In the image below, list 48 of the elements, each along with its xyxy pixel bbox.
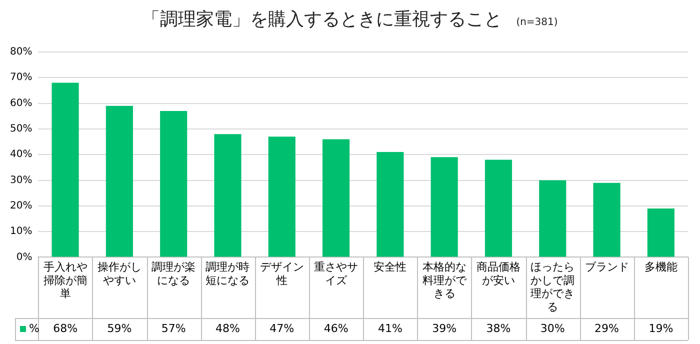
- x-tick-label: 商品価格が安い: [476, 260, 520, 287]
- bar: [539, 180, 566, 257]
- y-tick-label: 50%: [10, 124, 32, 135]
- y-tick-label: 60%: [10, 98, 32, 109]
- bar: [322, 139, 350, 257]
- bar: [376, 152, 404, 257]
- y-tick-label: 70%: [10, 72, 32, 84]
- y-tick-label: 10%: [10, 226, 32, 238]
- x-tick-label: 安全性: [374, 260, 407, 274]
- data-label: 59%: [107, 322, 132, 335]
- data-label: 39%: [432, 322, 457, 335]
- y-tick-label: 30%: [10, 174, 32, 186]
- data-label: 30%: [540, 322, 565, 335]
- y-tick-label: 0%: [16, 252, 32, 263]
- bar: [593, 182, 620, 257]
- x-tick-label: 調理が時短になる: [206, 260, 250, 287]
- data-label: 46%: [324, 322, 348, 335]
- y-tick-label: 80%: [10, 46, 32, 58]
- x-tick-label: デザイン性: [260, 260, 304, 287]
- x-tick-label: 手入れや掃除が簡単: [43, 260, 88, 300]
- x-tick-label: 調理が楽になる: [152, 260, 196, 287]
- bar: [484, 160, 512, 257]
- data-label: 68%: [53, 322, 78, 335]
- data-label: 47%: [270, 322, 294, 335]
- data-label: 38%: [486, 322, 511, 335]
- x-tick-label: 多機能: [644, 260, 678, 274]
- bar: [52, 82, 79, 257]
- chart-title: 「調理家電」を購入するときに重視すること: [142, 9, 502, 30]
- bar: [214, 134, 242, 257]
- data-label: 29%: [594, 322, 620, 335]
- data-label: 57%: [161, 322, 186, 335]
- bar: [160, 110, 188, 257]
- x-tick-label: ブランド: [584, 260, 629, 274]
- y-tick-label: 20%: [10, 200, 32, 212]
- bar: [106, 106, 133, 257]
- bar: [268, 136, 296, 257]
- bar: [430, 157, 458, 257]
- chart-subtitle: (n=381): [516, 17, 558, 28]
- y-tick-label: 40%: [10, 149, 32, 160]
- x-tick-label: 重さやサイズ: [314, 260, 358, 287]
- x-tick-label: 操作がしやすい: [97, 260, 142, 287]
- x-tick-label: ほったらかしで調理ができる: [530, 260, 575, 314]
- data-label: 19%: [648, 322, 674, 335]
- legend-label: %: [29, 322, 40, 335]
- data-label: 41%: [378, 322, 402, 335]
- x-tick-label: 本格的な料理ができる: [422, 260, 468, 300]
- data-label: 48%: [216, 322, 240, 335]
- bar: [647, 208, 674, 257]
